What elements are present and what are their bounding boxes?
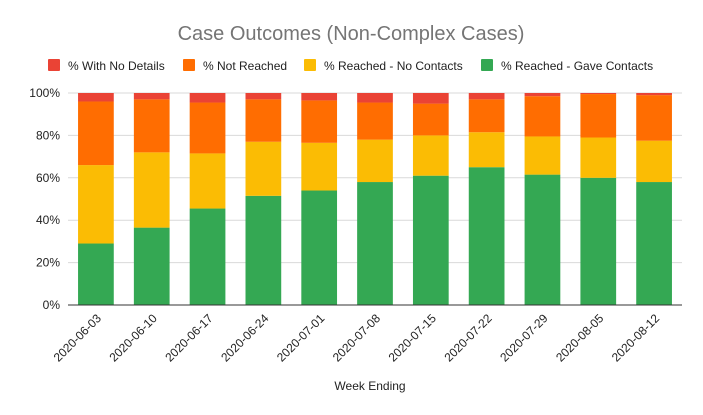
chart-title: Case Outcomes (Non-Complex Cases)	[178, 23, 525, 45]
bar-segment	[357, 102, 393, 140]
x-tick-label: 2020-07-01	[274, 311, 328, 365]
legend-label: % Reached - No Contacts	[324, 59, 463, 73]
y-tick-label: 80%	[36, 128, 60, 142]
bar-segment	[412, 135, 449, 176]
bar-segment	[133, 227, 170, 305]
bar-segment	[468, 132, 505, 168]
y-tick-label: 40%	[36, 213, 60, 227]
bar-segment	[412, 103, 449, 136]
bar-segment	[636, 140, 672, 183]
bar-segment	[301, 190, 338, 305]
legend-item: % Reached - No Contacts	[304, 59, 463, 73]
x-tick-label: 2020-06-10	[107, 311, 161, 365]
y-tick-label: 20%	[36, 256, 60, 270]
y-tick-label: 100%	[29, 86, 60, 100]
bar-segment	[636, 182, 672, 305]
legend-label: % With No Details	[68, 59, 165, 73]
bar-segment	[245, 141, 282, 196]
y-tick-label: 0%	[43, 298, 61, 312]
bar-segment	[189, 102, 226, 154]
y-axis-ticks: 0% 20% 40% 60% 80% 100%	[29, 86, 60, 312]
bar-segment	[357, 139, 393, 183]
x-axis-label: Week Ending	[334, 379, 405, 393]
bars	[78, 93, 672, 305]
bar-segment	[189, 153, 226, 209]
legend-item: % With No Details	[48, 59, 165, 73]
bar-segment	[412, 175, 449, 305]
bar-segment	[78, 93, 114, 102]
legend-swatch	[304, 59, 316, 71]
x-tick-label: 2020-08-05	[553, 311, 607, 365]
bar-segment	[468, 167, 505, 305]
bar-segment	[524, 96, 561, 137]
legend-label: % Not Reached	[203, 59, 287, 73]
bar-segment	[468, 99, 505, 133]
bar-segment	[580, 177, 617, 305]
bar-segment	[524, 174, 561, 305]
bar-segment	[580, 93, 617, 95]
bar-segment	[524, 93, 561, 97]
bar-segment	[245, 195, 282, 305]
bar-segment	[78, 101, 114, 166]
bar-segment	[301, 142, 338, 191]
bar-segment	[78, 165, 114, 244]
legend-item: % Reached - Gave Contacts	[481, 59, 653, 73]
bar-segment	[580, 94, 617, 138]
bar-segment	[580, 137, 617, 178]
bar-segment	[357, 93, 393, 103]
legend-swatch	[183, 59, 195, 71]
bar-segment	[133, 99, 170, 153]
bar-segment	[189, 208, 226, 305]
bar-segment	[301, 93, 338, 101]
x-tick-label: 2020-08-12	[609, 311, 663, 365]
bar-segment	[412, 93, 449, 104]
x-tick-label: 2020-07-29	[497, 311, 551, 365]
bar-segment	[468, 93, 505, 100]
legend-swatch	[481, 59, 493, 71]
bar-segment	[524, 136, 561, 175]
x-tick-label: 2020-06-03	[51, 311, 105, 365]
bar-segment	[245, 99, 282, 142]
x-tick-label: 2020-07-22	[441, 311, 495, 365]
legend: % With No Details % Not Reached % Reached …	[48, 59, 653, 73]
bar-segment	[357, 182, 393, 305]
bar-segment	[301, 100, 338, 143]
bar-segment	[78, 243, 114, 305]
y-tick-label: 60%	[36, 171, 60, 185]
x-tick-label: 2020-07-15	[386, 311, 440, 365]
bar-segment	[245, 93, 282, 100]
bar-segment	[133, 152, 170, 228]
x-tick-label: 2020-06-24	[218, 311, 272, 365]
x-axis-ticks: 2020-06-03 2020-06-10 2020-06-17 2020-06-24…	[51, 311, 663, 365]
bar-segment	[189, 93, 226, 103]
bar-segment	[636, 93, 672, 96]
legend-item: % Not Reached	[183, 59, 287, 73]
bar-segment	[636, 95, 672, 141]
legend-swatch	[48, 59, 60, 71]
bar-segment	[133, 93, 170, 100]
x-tick-label: 2020-06-17	[162, 311, 216, 365]
legend-label: % Reached - Gave Contacts	[501, 59, 653, 73]
x-tick-label: 2020-07-08	[330, 311, 384, 365]
